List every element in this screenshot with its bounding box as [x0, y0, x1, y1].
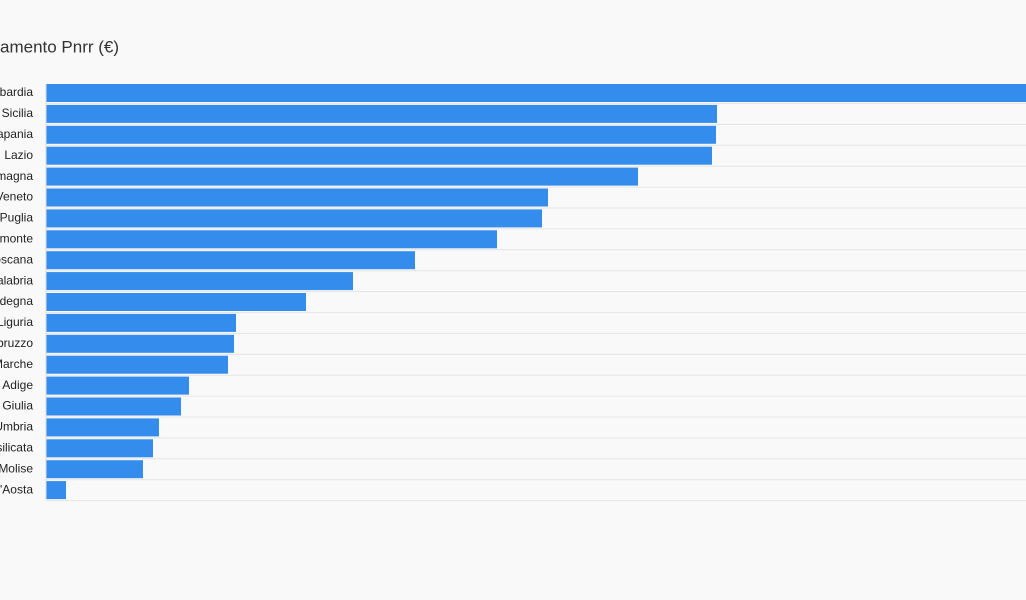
bar [46, 167, 638, 186]
y-tick-label: Adige [2, 378, 33, 392]
y-tick-label: Umbria [0, 420, 33, 434]
y-tick-label: silicata [0, 440, 33, 454]
bar [46, 397, 181, 416]
bar [46, 481, 66, 500]
y-tick-label: magna [0, 169, 33, 183]
bar [46, 251, 415, 270]
bar [46, 418, 159, 437]
y-tick-label: Liguria [0, 315, 33, 329]
bar [46, 313, 236, 332]
bar [46, 460, 143, 479]
y-tick-label: Sicilia [2, 106, 34, 120]
y-tick-label: alabria [0, 273, 33, 287]
chart-title: amento Pnrr (€) [0, 37, 119, 56]
y-tick-label: bruzzo [0, 336, 33, 350]
y-tick-label: degna [0, 294, 33, 308]
bar [46, 146, 712, 165]
bar [46, 209, 542, 228]
bar [46, 272, 353, 291]
y-tick-label: 'Aosta [0, 482, 33, 496]
bar [46, 355, 228, 374]
y-tick-label: monte [0, 231, 33, 245]
bar [46, 230, 497, 249]
bar [46, 334, 234, 353]
bar [46, 376, 189, 395]
bar [46, 84, 1026, 102]
bar [46, 125, 716, 144]
y-tick-label: Molise [0, 461, 33, 475]
y-tick-label: oscana [0, 252, 33, 266]
y-tick-label: Giulia [2, 399, 33, 413]
bar [46, 439, 153, 458]
y-tick-label: Veneto [0, 190, 33, 204]
bar [46, 293, 306, 311]
y-tick-label: Lazio [4, 148, 33, 162]
y-tick-label: Marche [0, 357, 33, 371]
bar [46, 188, 548, 207]
bar [46, 104, 717, 123]
y-tick-label: bardia [0, 85, 33, 99]
y-tick-label: Puglia [0, 211, 33, 225]
y-tick-label: apania [0, 127, 33, 141]
